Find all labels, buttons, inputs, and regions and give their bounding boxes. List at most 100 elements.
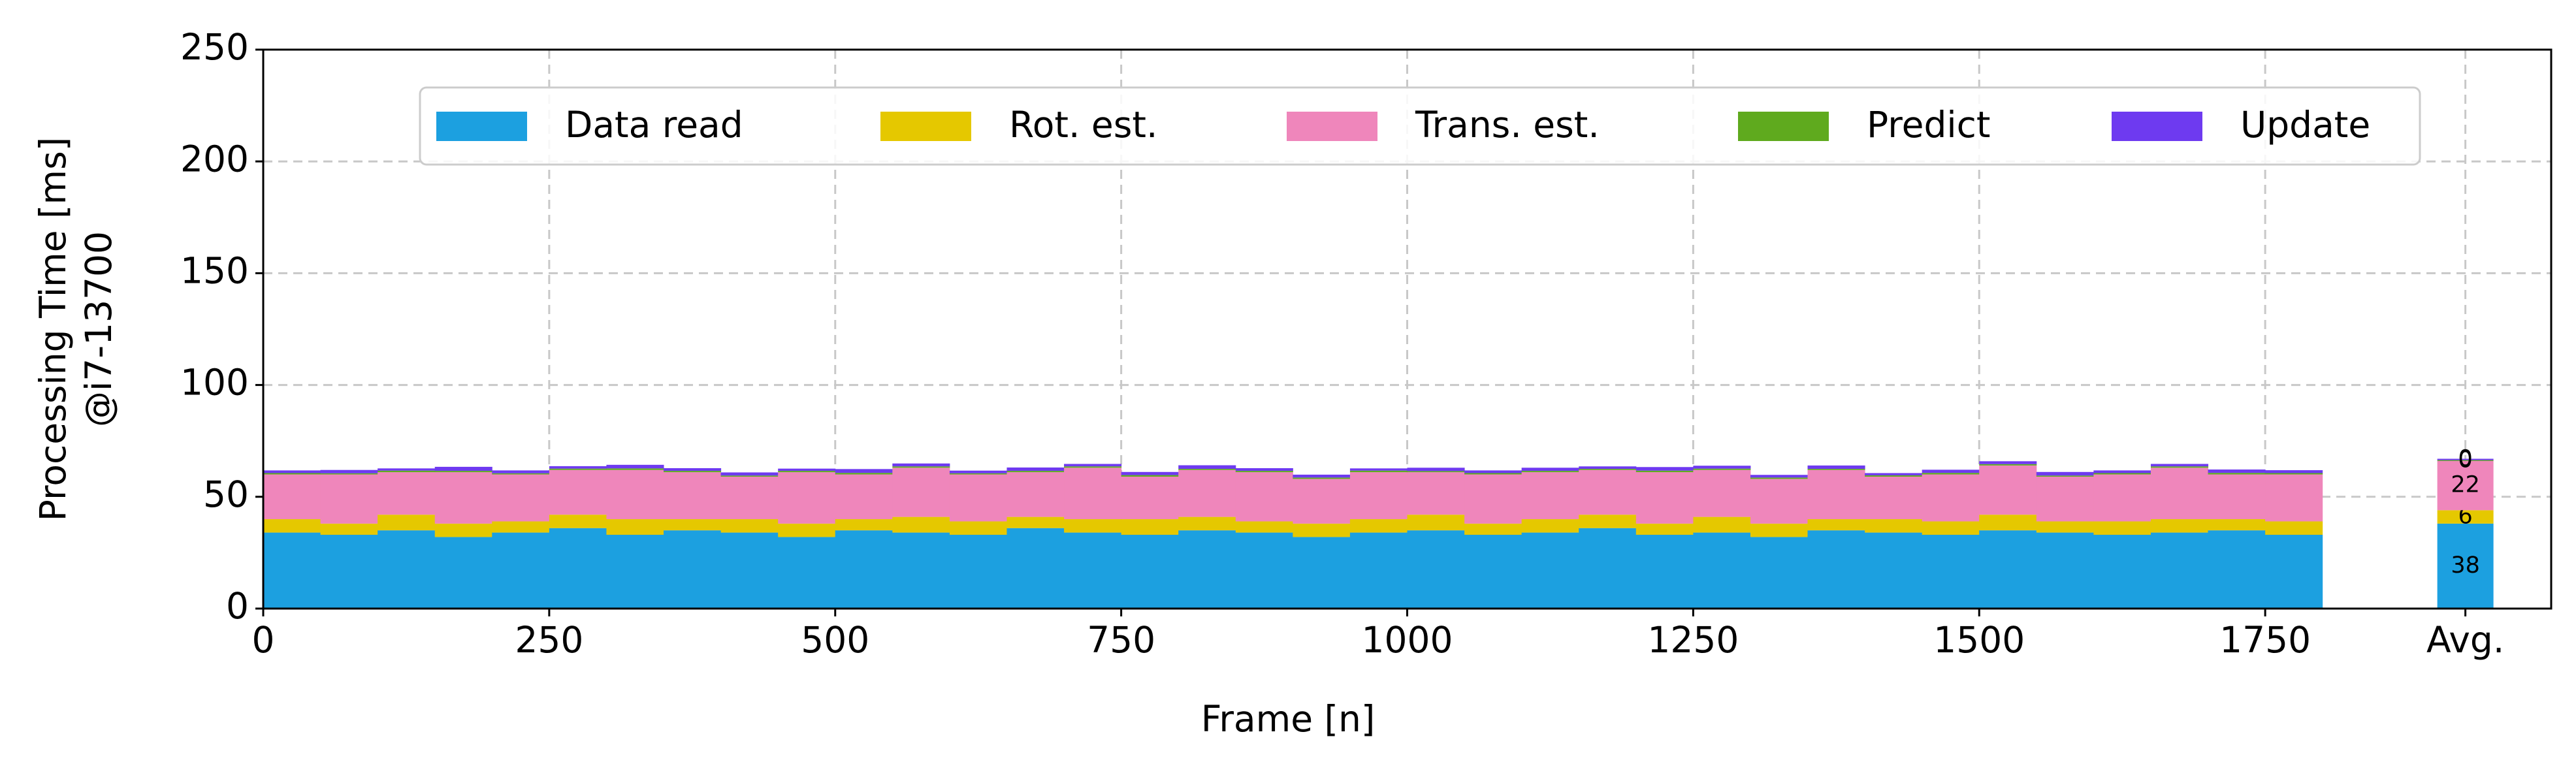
bar-segment <box>949 474 1007 522</box>
bar-segment <box>2208 473 2266 475</box>
avg-bar-segment <box>2437 510 2494 524</box>
bar-segment <box>1521 468 1579 471</box>
bar-segment <box>1979 461 2037 464</box>
legend-swatch <box>2112 112 2202 141</box>
bar-segment <box>1293 523 1351 537</box>
bar-segment <box>720 532 779 609</box>
bar-segment <box>434 466 492 471</box>
bar-segment <box>778 537 836 609</box>
bar-segment <box>2265 535 2323 609</box>
bar-segment <box>1922 473 1980 475</box>
bar-segment <box>1178 530 1236 609</box>
bar-segment <box>1865 475 1923 477</box>
bar-segment <box>664 519 722 531</box>
bar-segment <box>949 470 1007 473</box>
legend-label: Predict <box>1867 104 1990 146</box>
bar-segment <box>1293 474 1351 478</box>
bar-segment <box>2150 532 2209 609</box>
bar-segment <box>1293 479 1351 524</box>
bar-segment <box>1521 471 1579 473</box>
bar-segment <box>263 519 321 533</box>
bar-segment <box>492 474 550 522</box>
bar-segment <box>892 466 950 468</box>
bar-segment <box>1349 468 1408 471</box>
bar-segment <box>1922 474 1980 522</box>
y-axis-label: @i7-13700 <box>78 231 120 427</box>
bar-segment <box>1464 535 1522 609</box>
bar-segment <box>1635 467 1694 471</box>
bar-segment <box>2036 532 2094 609</box>
bar-segment <box>2208 530 2266 609</box>
x-tick-label: 750 <box>1087 619 1155 661</box>
bar-segment <box>606 519 664 535</box>
x-tick-label: 250 <box>515 619 583 661</box>
bar-segment <box>549 466 607 469</box>
bar-segment <box>1922 469 1980 473</box>
bar-segment <box>320 469 378 473</box>
bar-segment <box>2265 470 2323 473</box>
bar-segment <box>2036 521 2094 533</box>
bar-segment <box>549 469 607 515</box>
y-tick-label: 50 <box>203 473 249 515</box>
avg-value-label: 22 <box>2451 472 2480 498</box>
bar-segment <box>1006 528 1065 609</box>
bar-segment <box>2093 474 2151 522</box>
bar-segment <box>1178 469 1236 470</box>
bar-segment <box>892 532 950 609</box>
x-tick-label: 0 <box>252 619 275 661</box>
bar-segment <box>1006 471 1065 473</box>
bar-segment <box>434 471 492 473</box>
bar-segment <box>2036 471 2094 476</box>
bar-segment <box>720 472 779 476</box>
x-tick-label: 500 <box>801 619 869 661</box>
bar-segment <box>1349 532 1408 609</box>
bar-segment <box>1865 532 1923 609</box>
bar-segment <box>2093 535 2151 609</box>
bar-segment <box>1579 466 1637 469</box>
bar-segment <box>1750 479 1809 524</box>
legend-swatch <box>1287 112 1377 141</box>
bar-segment <box>2208 469 2266 473</box>
bar-segment <box>1750 523 1809 537</box>
y-tick-label: 0 <box>226 585 249 627</box>
bar-segment <box>1464 523 1522 535</box>
bar-segment <box>320 474 378 524</box>
bar-segment <box>2265 474 2323 522</box>
bar-segment <box>1407 530 1465 609</box>
legend-swatch <box>436 112 527 141</box>
bar-segment <box>1521 532 1579 609</box>
bar-segment <box>720 519 779 533</box>
bar-segment <box>1464 473 1522 475</box>
bar-segment <box>606 464 664 469</box>
bar-segment <box>1693 532 1751 609</box>
avg-bar-segment <box>2437 460 2494 462</box>
bar-segment <box>835 469 893 473</box>
bar-segment <box>2093 473 2151 475</box>
bar-segment <box>2150 464 2209 467</box>
legend-label: Trans. est. <box>1415 104 1600 146</box>
bar-segment <box>320 535 378 609</box>
bar-segment <box>1235 468 1293 471</box>
bar-segment <box>606 535 664 609</box>
bar-segment <box>1865 473 1923 475</box>
bar-segment <box>1121 476 1179 520</box>
bar-segment <box>1121 535 1179 609</box>
bar-segment <box>1521 519 1579 533</box>
bar-segment <box>1922 535 1980 609</box>
legend-label: Data read <box>565 104 743 146</box>
bar-segment <box>1064 466 1122 468</box>
bar-segment <box>606 469 664 520</box>
bar-segment <box>1979 515 2037 531</box>
bar-segment <box>263 532 321 609</box>
avg-bar-segment <box>2437 461 2494 511</box>
bar-segment <box>1807 530 1865 609</box>
bar-segment <box>1064 532 1122 609</box>
legend-swatch <box>1738 112 1829 141</box>
x-tick-label: 1000 <box>1362 619 1453 661</box>
bar-segment <box>1407 471 1465 473</box>
bar-segment <box>664 472 722 520</box>
bar-segment <box>1064 519 1122 533</box>
bar-segment <box>1464 474 1522 524</box>
bar-segment <box>1064 468 1122 520</box>
